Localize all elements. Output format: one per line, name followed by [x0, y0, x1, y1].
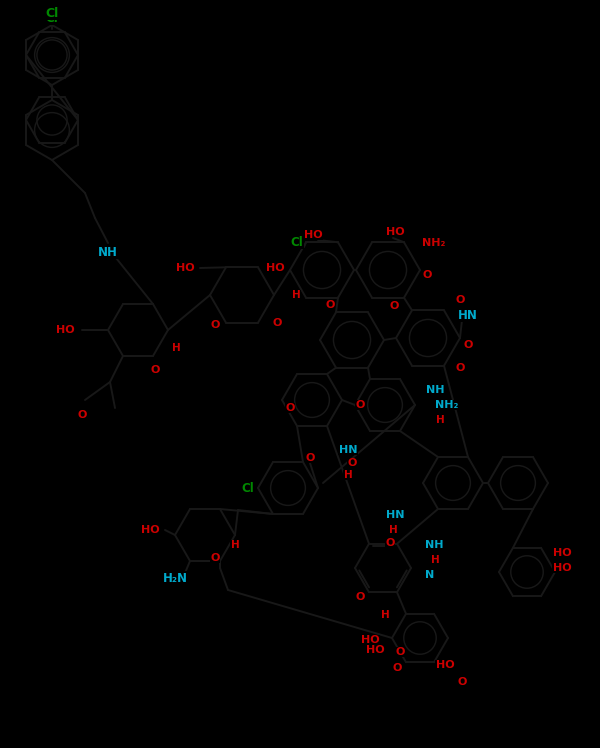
- Text: HO: HO: [266, 263, 284, 273]
- Text: HO: HO: [304, 230, 322, 240]
- Text: HN: HN: [386, 510, 404, 520]
- Text: HO: HO: [386, 227, 404, 237]
- Text: NH: NH: [426, 385, 444, 395]
- Text: H: H: [431, 555, 439, 565]
- Text: HO: HO: [56, 325, 74, 335]
- Text: O: O: [211, 320, 220, 330]
- Text: O: O: [305, 453, 314, 463]
- Text: H: H: [292, 290, 301, 300]
- Text: Cl: Cl: [46, 7, 59, 19]
- Text: H: H: [172, 343, 181, 353]
- Text: Cl: Cl: [242, 482, 254, 494]
- Text: H: H: [344, 470, 352, 480]
- Text: H₂N: H₂N: [163, 571, 187, 584]
- Text: O: O: [355, 592, 365, 602]
- Text: HO: HO: [553, 548, 571, 558]
- Text: HO: HO: [553, 563, 571, 573]
- Text: O: O: [151, 365, 160, 375]
- Text: HO: HO: [365, 645, 385, 655]
- Text: O: O: [272, 318, 281, 328]
- Text: NH: NH: [425, 540, 443, 550]
- Text: O: O: [392, 663, 401, 673]
- Text: O: O: [347, 458, 356, 468]
- Text: O: O: [395, 647, 404, 657]
- Text: O: O: [457, 677, 467, 687]
- Text: N: N: [425, 570, 434, 580]
- Text: H: H: [389, 525, 397, 535]
- Text: HO: HO: [140, 525, 160, 535]
- Text: H: H: [436, 415, 445, 425]
- Text: O: O: [455, 363, 464, 373]
- Text: O: O: [325, 300, 335, 310]
- Text: NH₂: NH₂: [436, 400, 458, 410]
- Text: O: O: [389, 301, 398, 311]
- Text: O: O: [422, 270, 431, 280]
- Text: HN: HN: [339, 445, 357, 455]
- Text: NH₂: NH₂: [422, 238, 446, 248]
- Text: O: O: [77, 410, 86, 420]
- Text: O: O: [455, 295, 464, 305]
- Text: Cl: Cl: [46, 11, 58, 25]
- Text: O: O: [355, 400, 365, 410]
- Text: O: O: [385, 538, 395, 548]
- Text: O: O: [463, 340, 473, 350]
- Text: O: O: [211, 553, 220, 563]
- Text: H: H: [230, 540, 239, 550]
- Text: Cl: Cl: [290, 236, 304, 248]
- Text: HO: HO: [436, 660, 454, 670]
- Text: HN: HN: [458, 308, 478, 322]
- Text: NH: NH: [98, 245, 118, 259]
- Text: O: O: [286, 403, 295, 413]
- Text: HO: HO: [176, 263, 194, 273]
- Text: HO: HO: [361, 635, 379, 645]
- Text: H: H: [380, 610, 389, 620]
